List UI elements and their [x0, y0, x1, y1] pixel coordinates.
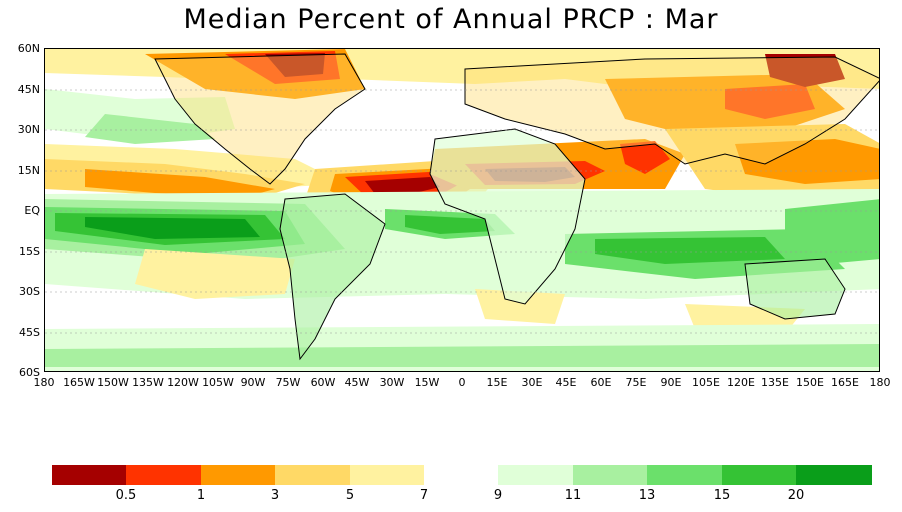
- siberia-dry-extreme: [765, 54, 845, 87]
- io-wet-strong: [595, 237, 785, 264]
- southern-wet-light: [45, 344, 879, 367]
- lat-label-15n: 15N: [17, 164, 40, 177]
- south-america-outline: [279, 193, 386, 361]
- lat-label-15s: 15S: [19, 245, 40, 258]
- colorbar-label-9: 9: [493, 488, 503, 503]
- grid: [45, 89, 879, 334]
- wpac-dry: [735, 139, 879, 184]
- colorbar-label-20: 20: [787, 488, 805, 503]
- lon-label-75w: 75W: [275, 376, 301, 389]
- precip-map: [44, 48, 880, 372]
- itcz-wet-extreme: [85, 217, 260, 239]
- lon-label-45w: 45W: [344, 376, 370, 389]
- colorbar-dry-segment-5: [350, 465, 424, 485]
- colorbar-label-3: 3: [270, 488, 280, 503]
- lon-label-105w: 105W: [202, 376, 234, 389]
- lon-label-135e: 135E: [761, 376, 789, 389]
- lon-label-120e: 120E: [727, 376, 755, 389]
- colorbar-dry-segment-4: [275, 465, 350, 485]
- colorbar-wet-segment-5: [796, 465, 872, 485]
- colorbar-wet-segment-3: [647, 465, 722, 485]
- lon-label-45e: 45E: [555, 376, 577, 389]
- lon-label-60e: 60E: [590, 376, 612, 389]
- ssubtrop-dry-faint: [135, 249, 295, 299]
- lat-label-45n: 45N: [17, 83, 40, 96]
- colorbar-label-0-5: 0.5: [115, 488, 137, 503]
- lon-label-30e: 30E: [521, 376, 543, 389]
- colorbar-dry-segment-2: [126, 465, 201, 485]
- lon-label-135w: 135W: [132, 376, 164, 389]
- lon-label-90w: 90W: [240, 376, 266, 389]
- colorbar-dry-segment-1: [52, 465, 126, 485]
- colorbar-dry-segment-3: [201, 465, 275, 485]
- colorbar-label-13: 13: [638, 488, 656, 503]
- eurasia-outline: [464, 56, 879, 165]
- atlantic-dry-extreme: [365, 177, 440, 194]
- lat-label-45s: 45S: [19, 326, 40, 339]
- lon-label-90e: 90E: [660, 376, 682, 389]
- nh-subtrop-dry: [85, 169, 275, 197]
- lon-label-15e: 15E: [486, 376, 508, 389]
- lon-label-0: 0: [458, 376, 466, 389]
- canada-dry-extreme: [265, 53, 325, 77]
- satl-wet-strong: [405, 215, 495, 234]
- lon-label-165w: 165W: [63, 376, 95, 389]
- lon-label-60w: 60W: [310, 376, 336, 389]
- colorbar-wet-segment-1: [498, 465, 573, 485]
- lat-label-eq: EQ: [24, 204, 40, 217]
- continents: [154, 53, 879, 361]
- ssubtrop-dry-faint-2: [475, 289, 565, 324]
- colorbar-label-1: 1: [196, 488, 206, 503]
- lon-label-120w: 120W: [167, 376, 199, 389]
- npac-wet-light: [85, 114, 215, 144]
- lat-label-30n: 30N: [17, 123, 40, 136]
- india-dry-strong: [620, 141, 670, 174]
- lon-label-180w: 180: [33, 376, 55, 389]
- spcz-wet: [785, 199, 879, 264]
- north-america-outline: [154, 53, 366, 185]
- lat-label-60s: 60S: [19, 366, 40, 379]
- colorbar-wet-segment-4: [722, 465, 796, 485]
- africa-outline: [429, 128, 586, 305]
- lon-label-150w: 150W: [97, 376, 129, 389]
- colorbar-wet-segment-2: [573, 465, 647, 485]
- lon-label-180e: 180: [869, 376, 891, 389]
- colorbar-label-5: 5: [345, 488, 355, 503]
- map-title: Median Percent of Annual PRCP : Mar: [183, 4, 719, 35]
- asia-dry-strong: [725, 84, 815, 119]
- lon-label-150e: 150E: [796, 376, 824, 389]
- colorbar-label-7: 7: [419, 488, 429, 503]
- precip-map-canvas: [45, 49, 879, 371]
- lon-label-105e: 105E: [692, 376, 720, 389]
- lat-label-60n: 60N: [17, 42, 40, 55]
- colorbar-label-15: 15: [713, 488, 731, 503]
- lon-label-75e: 75E: [625, 376, 647, 389]
- lon-label-30w: 30W: [379, 376, 405, 389]
- lon-label-165e: 165E: [831, 376, 859, 389]
- australia-outline: [744, 258, 846, 320]
- lon-label-15w: 15W: [414, 376, 440, 389]
- lat-label-30s: 30S: [19, 285, 40, 298]
- colorbar-label-11: 11: [564, 488, 582, 503]
